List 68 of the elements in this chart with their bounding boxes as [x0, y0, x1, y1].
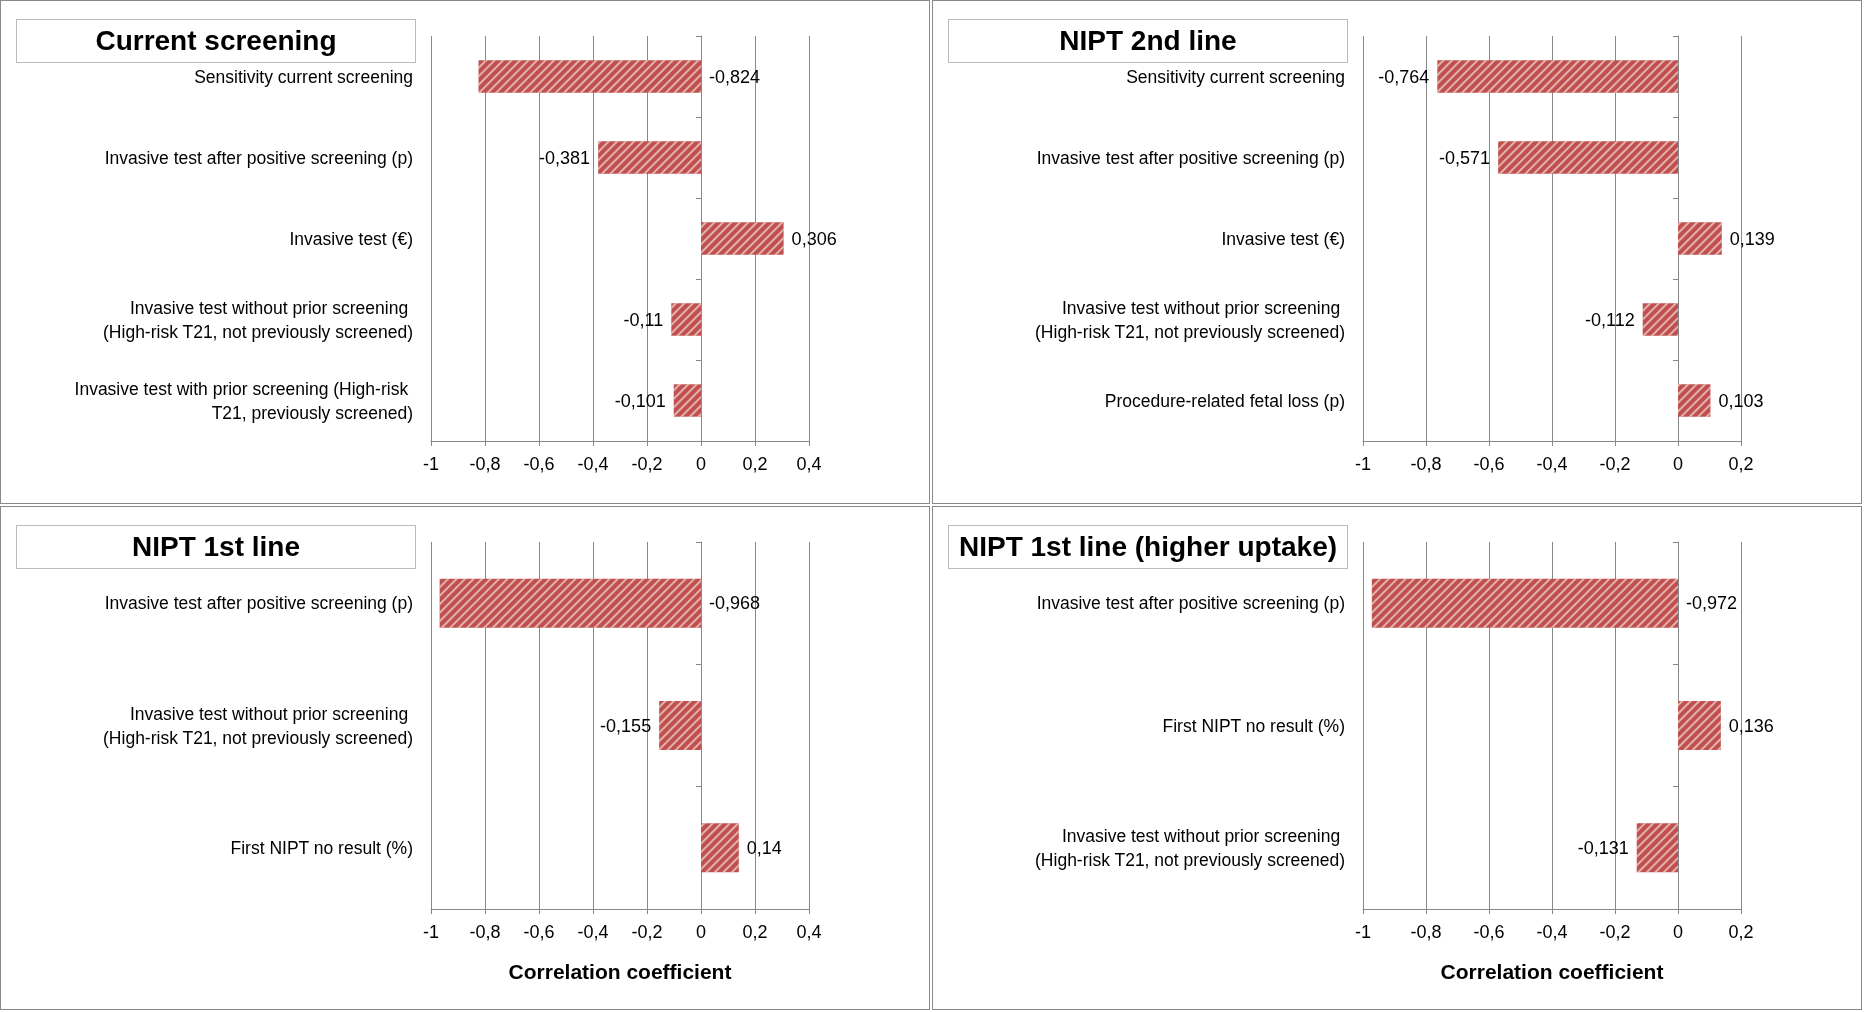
x-tick-label: 0,4: [796, 922, 822, 942]
y-tick-label: Invasive test after positive screening (p): [1036, 593, 1345, 614]
x-tick-label: 0: [695, 454, 707, 474]
x-tick-label: 0: [1672, 454, 1684, 474]
data-label: -0,112: [1585, 309, 1635, 330]
x-tick-label: 0: [1672, 922, 1684, 942]
data-label: 0,306: [791, 228, 837, 249]
y-tick-label: Procedure-related fetal loss (p): [1104, 390, 1345, 411]
y-tick-label: Invasive test after positive screening (p): [104, 593, 413, 614]
x-tick-label: -0,8: [1410, 454, 1442, 474]
x-tick-label: -0,2: [631, 922, 663, 942]
data-label: -0,381: [539, 147, 591, 168]
y-tick-label: Sensitivity current screening: [194, 66, 413, 87]
y-tick-label: Invasive test after positive screening (p): [104, 147, 413, 168]
chart-title: NIPT 1st line: [16, 525, 416, 569]
x-tick-label: 0,2: [742, 454, 768, 474]
data-label: -0,571: [1439, 147, 1491, 168]
x-tick-label: -1: [1354, 922, 1372, 942]
x-tick-label: -0,2: [1599, 454, 1631, 474]
y-tick-label: Invasive test without prior screening (High-risk T21, not previously screened): [1035, 297, 1345, 342]
x-tick-label: -1: [422, 454, 440, 474]
data-label: -0,155: [600, 715, 652, 736]
y-tick-label: Invasive test without prior screening (High-risk T21, not previously screened): [1035, 825, 1345, 870]
x-tick-label: -0,4: [1536, 922, 1568, 942]
x-tick-label: -0,6: [523, 922, 555, 942]
y-tick-label: Invasive test without prior screening (High-risk T21, not previously screened): [103, 297, 413, 342]
data-label: -0,972: [1686, 593, 1738, 614]
x-tick-label: -1: [422, 922, 440, 942]
data-label: -0,764: [1378, 66, 1430, 87]
x-tick-label: -0,4: [1536, 454, 1568, 474]
x-axis-title: Correlation coefficient: [1440, 960, 1664, 983]
x-tick-label: -0,6: [1473, 922, 1505, 942]
x-tick-label: -0,6: [523, 454, 555, 474]
y-tick-label: First NIPT no result (%): [230, 837, 413, 858]
y-tick-label: Invasive test with prior screening (High-risk T21, previously screened): [74, 378, 413, 423]
data-label: -0,101: [614, 390, 666, 411]
x-tick-label: 0,4: [796, 454, 822, 474]
data-label: -0,131: [1577, 837, 1629, 858]
data-label: 0,103: [1718, 390, 1764, 411]
chart-title: NIPT 1st line (higher uptake): [948, 525, 1348, 569]
chart-title: NIPT 2nd line: [948, 19, 1348, 63]
x-tick-label: 0,2: [742, 922, 768, 942]
x-tick-label: -0,4: [577, 922, 609, 942]
x-tick-label: -0,2: [631, 454, 663, 474]
x-tick-label: -0,6: [1473, 454, 1505, 474]
y-tick-label: Invasive test (€): [1221, 228, 1345, 249]
x-tick-label: 0: [695, 922, 707, 942]
x-tick-label: 0,2: [1728, 454, 1754, 474]
data-label: -0,824: [709, 66, 761, 87]
x-tick-label: -1: [1354, 454, 1372, 474]
x-tick-label: -0,8: [469, 454, 501, 474]
x-tick-label: 0,2: [1728, 922, 1754, 942]
y-tick-label: Invasive test (€): [289, 228, 413, 249]
y-tick-label: Invasive test after positive screening (p): [1036, 147, 1345, 168]
x-tick-label: -0,4: [577, 454, 609, 474]
x-tick-label: -0,8: [1410, 922, 1442, 942]
x-axis-title: Correlation coefficient: [508, 960, 732, 983]
data-label: 0,136: [1728, 715, 1774, 736]
x-tick-label: -0,2: [1599, 922, 1631, 942]
y-tick-label: First NIPT no result (%): [1162, 715, 1345, 736]
chart-title: Current screening: [16, 19, 416, 63]
y-tick-label: Invasive test without prior screening (High-risk T21, not previously screened): [103, 703, 413, 748]
x-tick-label: -0,8: [469, 922, 501, 942]
y-tick-label: Sensitivity current screening: [1126, 66, 1345, 87]
data-label: -0,11: [623, 309, 664, 330]
data-label: 0,14: [746, 837, 782, 858]
data-label: 0,139: [1729, 228, 1775, 249]
data-label: -0,968: [709, 593, 761, 614]
